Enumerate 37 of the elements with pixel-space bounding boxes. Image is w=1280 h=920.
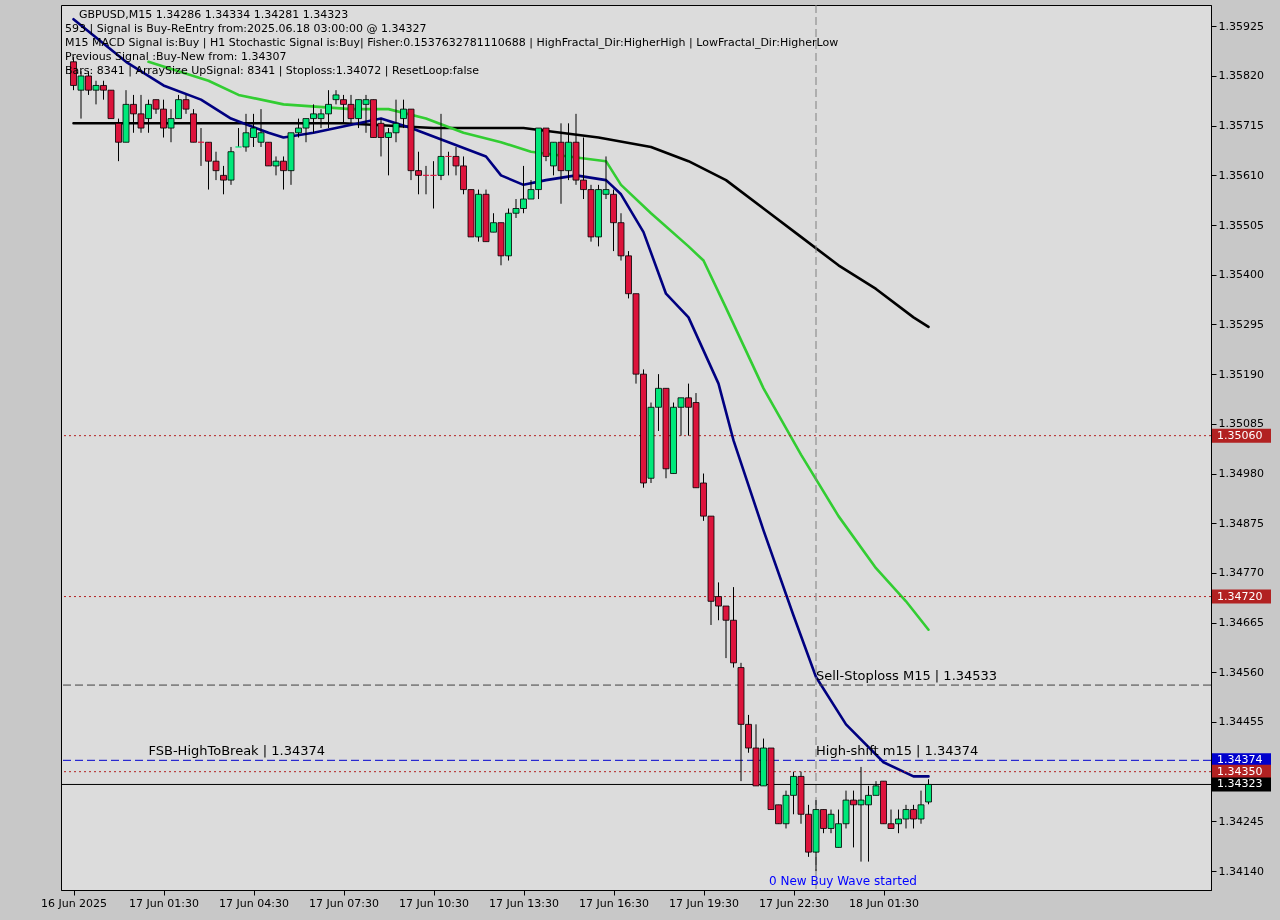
annotation: FSB-HighToBreak | 1.34374 [148, 743, 326, 759]
y-tick-label: 1.35295 [1218, 317, 1264, 331]
ref-line-label: 1.34374 [1217, 753, 1263, 767]
chart-title: GBPUSD,M15 1.34286 1.34334 1.34281 1.34323 [79, 8, 349, 21]
y-tick-label: 1.35610 [1218, 168, 1264, 182]
y-tick-label: 1.35925 [1218, 19, 1264, 33]
y-tick-label: 1.35400 [1218, 268, 1264, 282]
x-tick-label: 16 Jun 2025 [40, 896, 108, 910]
x-tick-label: 17 Jun 04:30 [219, 896, 289, 910]
annotation: 593 | Signal is Buy-ReEntry from:2025.06.18 03:00:00 @ 1.34327 [65, 22, 427, 35]
annotation: 0 New Buy Wave started [769, 874, 917, 888]
y-tick-label: 1.34770 [1218, 566, 1264, 580]
y-tick-label: 1.35715 [1218, 119, 1264, 133]
annotation: Sell-Stoploss M15 | 1.34533 [816, 668, 998, 684]
y-tick-label: 1.35820 [1218, 69, 1264, 83]
y-tick-label: 1.34140 [1218, 864, 1264, 878]
ref-line-label: 1.34323 [1217, 777, 1263, 791]
x-tick-label: 17 Jun 22:30 [759, 896, 829, 910]
x-tick-label: 17 Jun 13:30 [489, 896, 559, 910]
x-tick-label: 18 Jun 01:30 [849, 896, 919, 910]
ref-line-label: 1.34350 [1217, 764, 1263, 778]
y-tick-label: 1.35505 [1218, 218, 1264, 232]
y-tick-label: 1.35190 [1218, 367, 1264, 381]
x-tick-label: 17 Jun 10:30 [399, 896, 469, 910]
x-tick-label: 17 Jun 01:30 [129, 896, 199, 910]
x-tick-label: 17 Jun 19:30 [669, 896, 739, 910]
y-tick-label: 1.35085 [1218, 417, 1264, 431]
ref-line-label: 1.34720 [1217, 589, 1263, 603]
y-tick-label: 1.34980 [1218, 467, 1264, 481]
y-tick-label: 1.34560 [1218, 665, 1264, 679]
y-tick-label: 1.34455 [1218, 715, 1264, 729]
ref-line-label: 1.35060 [1217, 428, 1263, 442]
y-tick-label: 1.34665 [1218, 616, 1264, 630]
y-tick-label: 1.34875 [1218, 516, 1264, 530]
y-tick-label: 1.34245 [1218, 814, 1264, 828]
x-tick-label: 17 Jun 07:30 [309, 896, 379, 910]
x-tick-label: 17 Jun 16:30 [579, 896, 649, 910]
